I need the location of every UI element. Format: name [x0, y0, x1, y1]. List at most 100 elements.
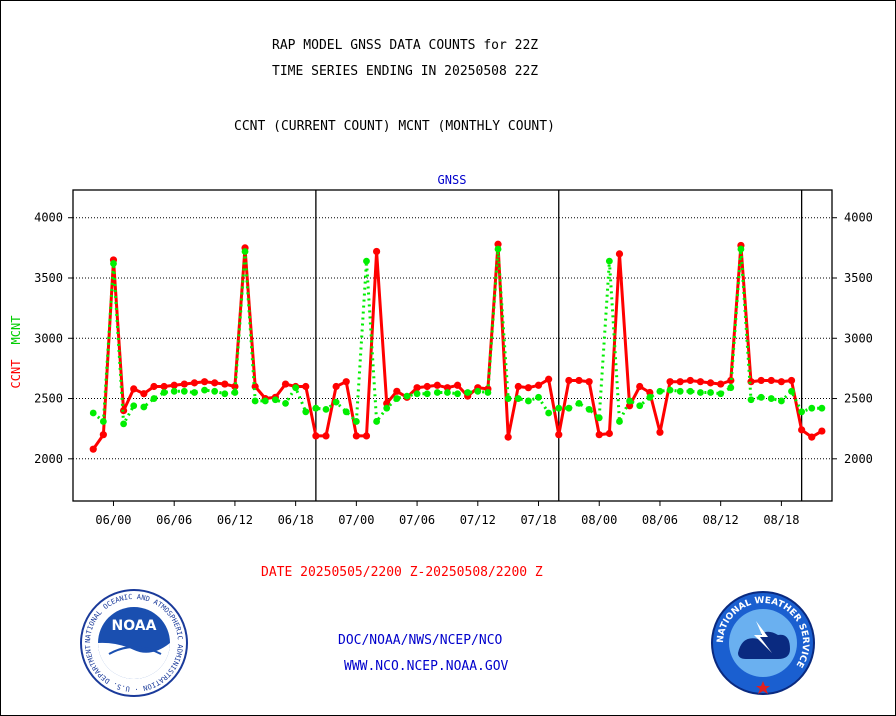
point-ccnt — [211, 379, 219, 387]
y-tick-label-right: 3000 — [844, 331, 873, 345]
chart-title-line-1: RAP MODEL GNSS DATA COUNTS for 22Z — [272, 38, 539, 53]
point-ccnt — [423, 382, 431, 391]
point-ccnt — [352, 432, 360, 440]
point-mcnt — [494, 245, 502, 253]
point-ccnt — [494, 240, 502, 248]
point-mcnt — [757, 393, 765, 401]
point-ccnt — [818, 427, 826, 435]
x-tick-label: 06/00 — [95, 513, 131, 527]
date-range: DATE 20250505/2200 Z-20250508/2200 Z — [261, 565, 543, 580]
point-mcnt — [636, 402, 644, 410]
point-ccnt — [393, 387, 401, 395]
org-path: DOC/NOAA/NWS/NCEP/NCO — [338, 633, 503, 648]
point-mcnt — [717, 390, 725, 398]
point-mcnt — [413, 390, 421, 398]
point-mcnt — [464, 389, 472, 396]
website-link[interactable]: WWW.NCO.NCEP.NOAA.GOV — [344, 659, 509, 674]
point-mcnt — [302, 408, 310, 416]
point-ccnt — [312, 432, 320, 440]
point-mcnt — [99, 418, 107, 425]
point-ccnt — [342, 378, 350, 386]
point-mcnt — [110, 260, 117, 267]
point-ccnt — [433, 381, 441, 389]
point-ccnt — [666, 378, 674, 386]
point-ccnt — [190, 379, 199, 387]
point-mcnt — [201, 386, 208, 394]
point-ccnt — [332, 382, 340, 391]
point-ccnt — [555, 431, 563, 439]
point-ccnt — [646, 388, 654, 397]
point-ccnt — [676, 378, 684, 386]
point-mcnt — [444, 389, 451, 396]
x-tick-label: 06/18 — [278, 513, 314, 527]
point-ccnt — [150, 382, 158, 391]
point-ccnt — [373, 247, 381, 256]
point-mcnt — [626, 397, 633, 405]
point-ccnt — [99, 431, 107, 439]
point-ccnt — [808, 433, 816, 441]
point-mcnt — [535, 393, 542, 401]
point-ccnt — [696, 378, 705, 386]
point-ccnt — [595, 431, 603, 439]
point-mcnt — [697, 389, 704, 396]
point-mcnt — [605, 257, 613, 265]
point-ccnt — [514, 382, 522, 391]
point-ccnt — [636, 382, 644, 391]
point-mcnt — [778, 397, 785, 405]
x-tick-label: 06/06 — [156, 513, 192, 527]
point-mcnt — [585, 405, 593, 413]
point-mcnt — [767, 395, 775, 402]
point-mcnt — [525, 397, 532, 405]
point-mcnt — [686, 387, 694, 395]
point-mcnt — [555, 404, 563, 412]
point-mcnt — [393, 395, 401, 402]
plot-frame — [72, 189, 833, 502]
point-ccnt — [383, 399, 391, 407]
chart-subtitle: CCNT (CURRENT COUNT) MCNT (MONTHLY COUNT… — [234, 119, 555, 134]
x-tick-label: 08/00 — [581, 513, 617, 527]
point-mcnt — [454, 390, 461, 398]
point-ccnt — [575, 376, 583, 385]
point-mcnt — [150, 395, 158, 402]
point-mcnt — [403, 392, 411, 400]
point-mcnt — [292, 384, 300, 392]
point-ccnt — [615, 250, 624, 258]
point-mcnt — [595, 414, 603, 422]
y-tick-label-left: 4000 — [34, 211, 63, 225]
y-tick-label-left: 3500 — [34, 271, 63, 285]
point-mcnt — [383, 404, 391, 412]
nws-logo: NATIONAL WEATHER SERVICE — [711, 591, 815, 695]
point-mcnt — [191, 389, 198, 396]
point-ccnt — [180, 380, 188, 388]
point-mcnt — [282, 399, 289, 407]
point-mcnt — [737, 245, 745, 253]
point-mcnt — [545, 409, 553, 417]
x-tick-label: 08/06 — [642, 513, 678, 527]
x-tick-label: 06/12 — [217, 513, 253, 527]
point-ccnt — [140, 390, 148, 398]
point-ccnt — [302, 382, 310, 391]
point-ccnt — [585, 378, 593, 386]
point-mcnt — [363, 257, 370, 265]
point-mcnt — [241, 248, 249, 255]
point-mcnt — [433, 389, 441, 396]
point-ccnt — [362, 432, 371, 440]
noaa-logo-text: NOAA — [112, 618, 157, 634]
point-ccnt — [565, 376, 573, 385]
point-ccnt — [605, 429, 613, 438]
point-ccnt — [757, 376, 765, 385]
point-ccnt — [453, 381, 462, 389]
point-ccnt — [767, 376, 775, 385]
point-mcnt — [211, 387, 219, 395]
y-tick-label-left: 2000 — [34, 452, 63, 466]
point-mcnt — [180, 387, 188, 395]
series-line-mcnt — [92, 247, 822, 426]
point-mcnt — [707, 389, 714, 396]
y-tick-label-right: 4000 — [844, 211, 873, 225]
point-mcnt — [261, 397, 269, 405]
ylabel-mcnt: MCNT — [9, 316, 23, 345]
point-ccnt — [686, 376, 694, 385]
point-mcnt — [676, 387, 684, 395]
point-mcnt — [575, 399, 583, 407]
